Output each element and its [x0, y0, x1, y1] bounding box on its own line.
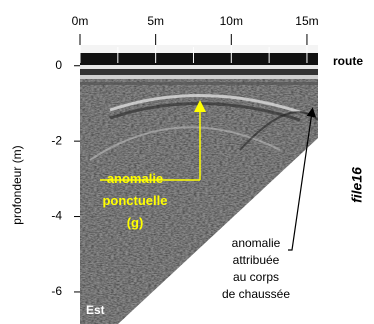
annotation-line: au corps	[233, 270, 279, 284]
x-tick-label: 0m	[72, 14, 89, 28]
radargram	[80, 45, 318, 324]
annotation: anomalie attribuée au corps de chaussée	[222, 236, 290, 301]
y-tick-label: -6	[51, 284, 62, 298]
y-tick-label: -4	[51, 209, 62, 223]
annotation-line: ponctuelle	[102, 193, 167, 208]
y-tick-label: -2	[51, 133, 62, 147]
annotation: file16	[349, 167, 365, 203]
annotation: route	[333, 54, 363, 68]
x-tick-label: 5m	[147, 14, 164, 28]
annotation-line: anomalie	[232, 236, 281, 250]
annotation: anomalie ponctuelle (g)	[102, 171, 167, 230]
annotation-line: (g)	[127, 215, 144, 230]
x-tick-label: 15m	[295, 14, 318, 28]
annotation-line: attribuée	[233, 253, 280, 267]
x-tick-label: 10m	[220, 14, 243, 28]
y-axis-label: profondeur (m)	[10, 145, 24, 224]
annotation: Est	[86, 303, 105, 317]
annotation-line: de chaussée	[222, 287, 290, 301]
y-tick-label: 0	[55, 58, 62, 72]
arrow	[288, 107, 317, 251]
annotation-line: anomalie	[107, 171, 163, 186]
